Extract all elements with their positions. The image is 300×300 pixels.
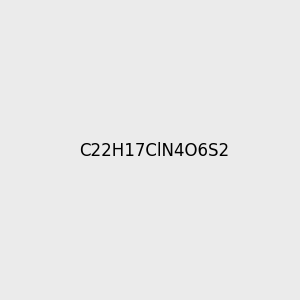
Text: C22H17ClN4O6S2: C22H17ClN4O6S2 (79, 142, 229, 160)
